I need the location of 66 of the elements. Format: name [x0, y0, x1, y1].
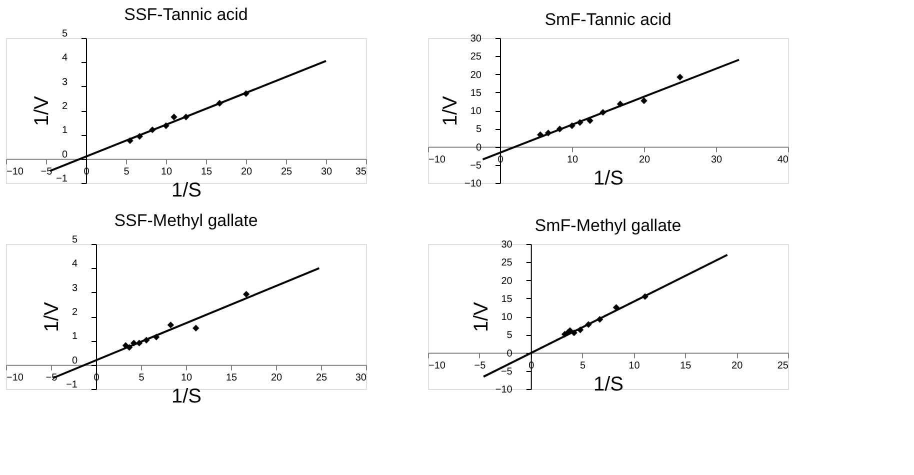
x-tick-label: 20 [270, 372, 282, 384]
y-tick-label: 5 [62, 28, 68, 40]
x-axis-title: 1/S [171, 385, 202, 408]
x-tick-label: 15 [680, 360, 692, 372]
x-tick-label: 10 [628, 360, 640, 372]
x-tick-label: 20 [732, 360, 744, 372]
y-tick-label: 5 [476, 124, 482, 136]
y-tick-label: 25 [470, 52, 482, 63]
x-tick-label: 20 [240, 166, 252, 178]
x-tick-label: 40 [777, 154, 789, 166]
y-tick-label: 5 [506, 330, 513, 342]
x-tick-label: 5 [138, 372, 145, 384]
x-tick-label: −10 [428, 360, 446, 372]
x-tick-label: 5 [580, 360, 586, 372]
x-tick-label: −10 [428, 154, 446, 166]
x-tick-label: 10 [566, 154, 578, 166]
x-tick-label: 35 [355, 166, 367, 178]
y-tick-label: 25 [501, 258, 513, 269]
chart-title: SSF-Methyl gallate [114, 211, 258, 230]
y-tick-label: 2 [72, 307, 78, 318]
y-tick-label: −1 [66, 380, 78, 390]
x-tick-label: 25 [316, 372, 328, 384]
y-tick-label: −10 [464, 178, 482, 190]
y-tick-label: 15 [501, 294, 513, 305]
x-tick-label: 30 [320, 166, 332, 178]
x-tick-label: 15 [226, 372, 238, 384]
x-tick-label: −10 [6, 166, 24, 178]
x-tick-label: 30 [710, 154, 722, 166]
y-tick-label: 0 [506, 348, 513, 360]
y-axis-title: 1/V [440, 95, 462, 126]
x-tick-label: 30 [355, 372, 367, 384]
y-axis-title: 1/V [41, 301, 64, 332]
y-tick-label: 0 [476, 142, 482, 154]
y-tick-label: −1 [56, 174, 68, 184]
y-tick-label: 20 [501, 276, 513, 287]
y-tick-label: 15 [470, 88, 482, 99]
y-tick-label: 20 [470, 70, 482, 81]
x-axis-title: 1/S [171, 179, 202, 202]
x-axis-title: 1/S [593, 373, 624, 396]
y-tick-label: 10 [501, 312, 513, 323]
y-tick-label: 4 [72, 258, 78, 270]
y-tick-label: 5 [72, 234, 78, 246]
x-axis-title: 1/S [593, 167, 624, 190]
y-tick-label: −10 [495, 384, 513, 396]
x-tick-label: 25 [280, 166, 292, 178]
y-tick-label: 4 [62, 52, 68, 64]
x-tick-label: 10 [160, 166, 172, 178]
x-tick-label: 5 [124, 166, 130, 178]
y-tick-label: 3 [72, 282, 78, 294]
y-axis-title: 1/V [470, 301, 492, 332]
y-tick-label: 30 [501, 240, 513, 250]
x-tick-label: 25 [777, 360, 789, 372]
y-axis-title: 1/V [31, 95, 54, 126]
chart-title: SSF-Tannic acid [124, 5, 248, 24]
x-tick-label: 20 [638, 154, 650, 166]
y-tick-label: 10 [470, 106, 482, 117]
y-tick-label: 1 [62, 125, 68, 136]
x-tick-label: −10 [6, 372, 24, 384]
y-tick-label: 1 [72, 331, 78, 342]
y-tick-label: 2 [62, 101, 68, 112]
y-tick-label: 30 [470, 34, 482, 44]
x-tick-label: 15 [200, 166, 212, 178]
x-tick-label: 10 [180, 372, 192, 384]
y-tick-label: 3 [62, 76, 68, 88]
chart-title: SmF-Tannic acid [544, 10, 672, 29]
chart-title: SmF-Methyl gallate [534, 216, 682, 235]
